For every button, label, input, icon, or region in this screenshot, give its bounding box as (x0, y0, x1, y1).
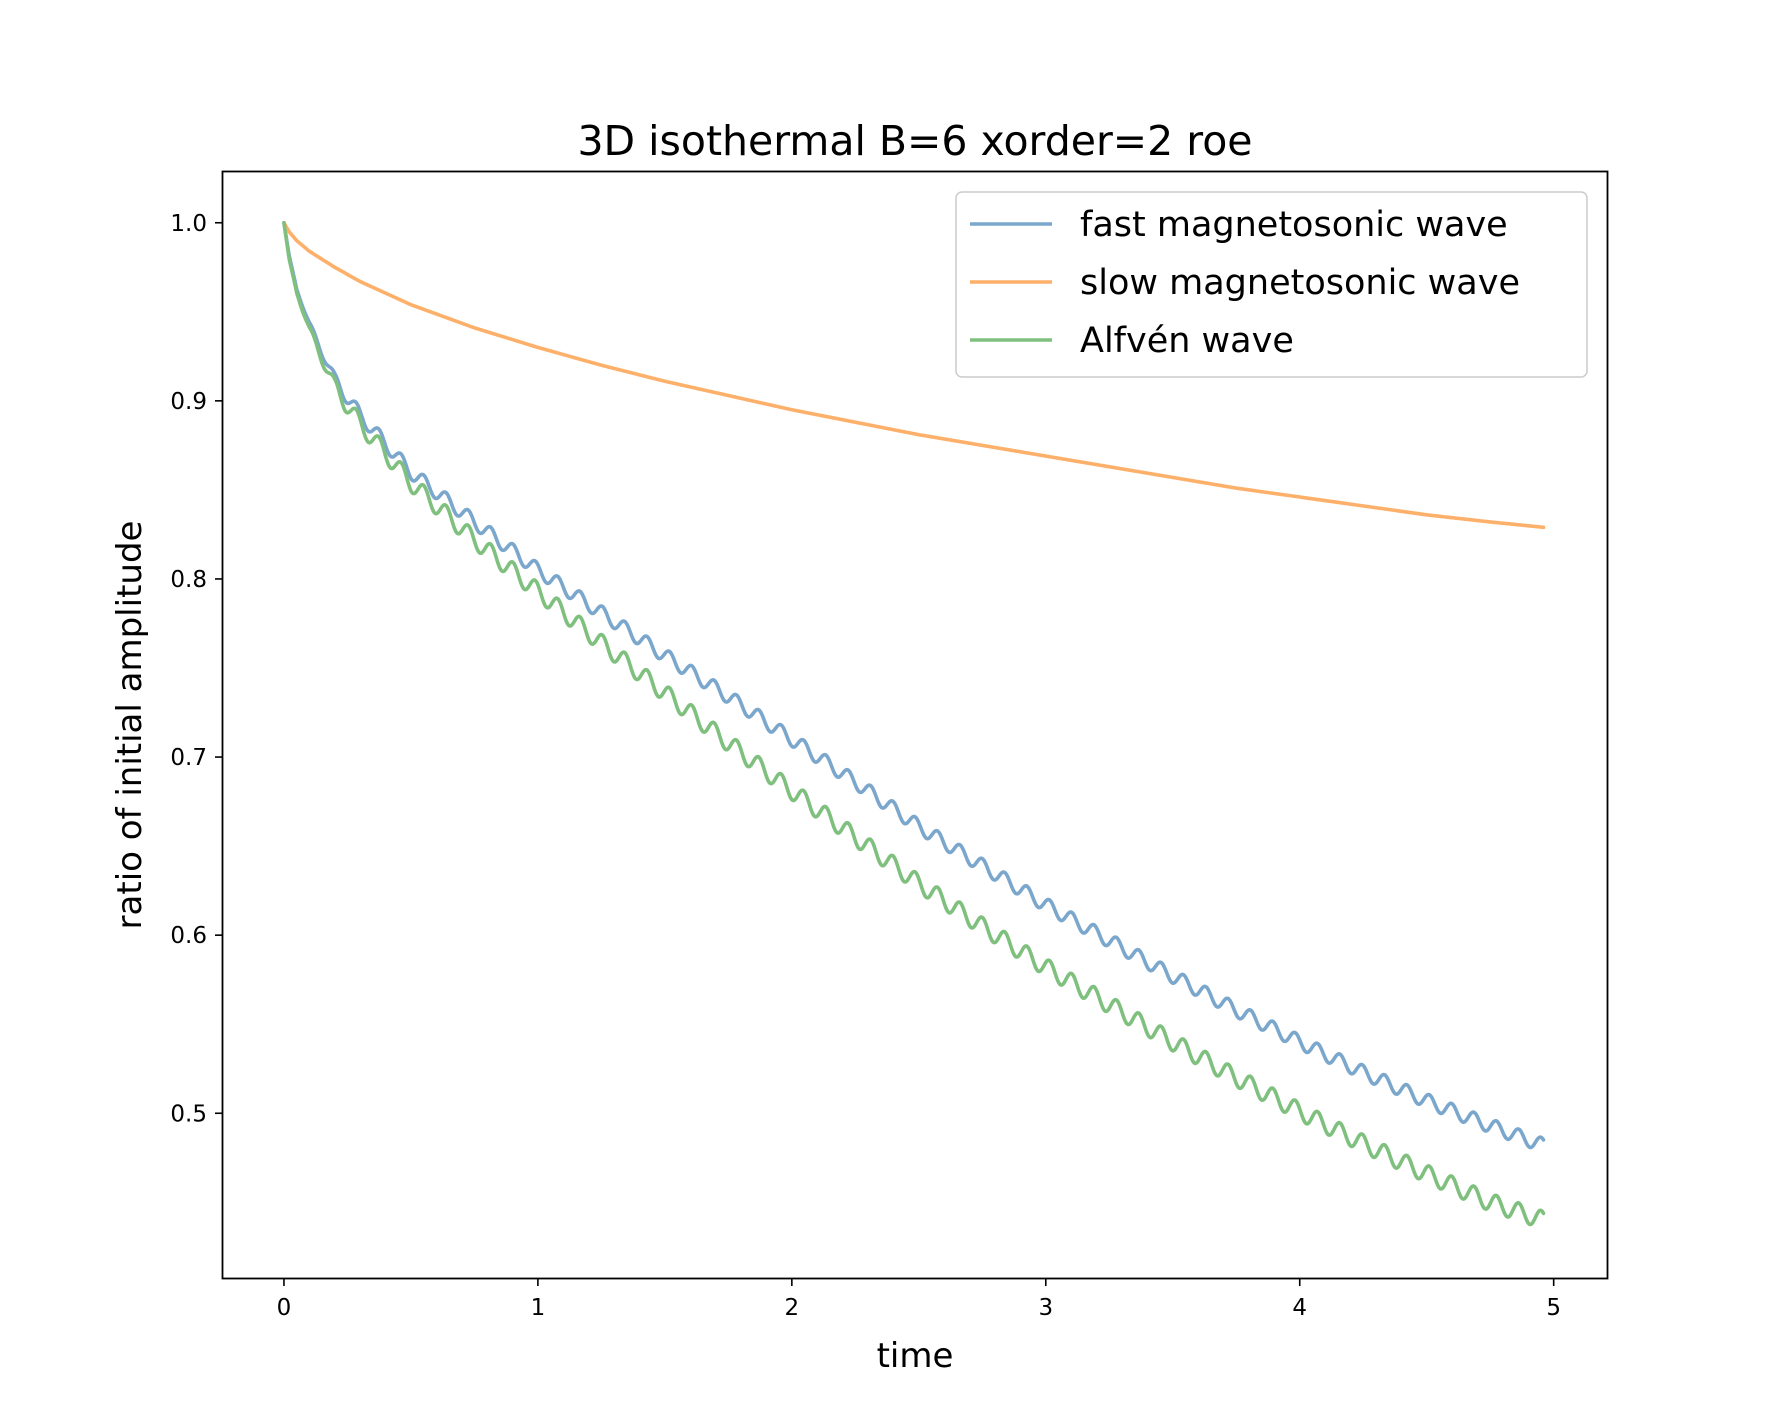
x-tick-label: 2 (785, 1295, 800, 1321)
x-axis: 0 1 2 3 4 5 (277, 1278, 1561, 1321)
x-tick-label: 1 (531, 1295, 546, 1321)
x-tick-label: 3 (1038, 1295, 1053, 1321)
y-tick-label: 1.0 (170, 211, 207, 237)
y-axis: 0.5 0.6 0.7 0.8 0.9 1.0 (170, 211, 223, 1127)
chart-title: 3D isothermal B=6 xorder=2 roe (577, 117, 1252, 165)
series-line-3 (282, 220, 1546, 1227)
y-tick-label: 0.5 (170, 1101, 207, 1127)
y-tick-label: 0.6 (170, 923, 207, 949)
legend-label-3: Alfvén wave (1080, 321, 1294, 361)
plot-area (282, 220, 1546, 1227)
plot-frame (221, 170, 1609, 1280)
x-tick-label: 4 (1292, 1295, 1307, 1321)
y-tick-label: 0.8 (170, 567, 207, 593)
y-tick-label: 0.7 (170, 745, 207, 771)
legend-label-2: slow magnetosonic wave (1080, 263, 1520, 303)
y-tick-label: 0.9 (170, 389, 207, 415)
series-line-2 (282, 220, 1546, 530)
legend-label-1: fast magnetosonic wave (1080, 205, 1508, 245)
x-tick-label: 0 (277, 1295, 292, 1321)
series-line-1 (282, 220, 1546, 1150)
y-axis-label: ratio of initial amplitude (110, 521, 150, 930)
legend: fast magnetosonic wave slow magnetosonic … (955, 191, 1588, 378)
x-tick-label: 5 (1546, 1295, 1561, 1321)
legend-box (955, 191, 1588, 378)
x-axis-label: time (877, 1336, 954, 1376)
